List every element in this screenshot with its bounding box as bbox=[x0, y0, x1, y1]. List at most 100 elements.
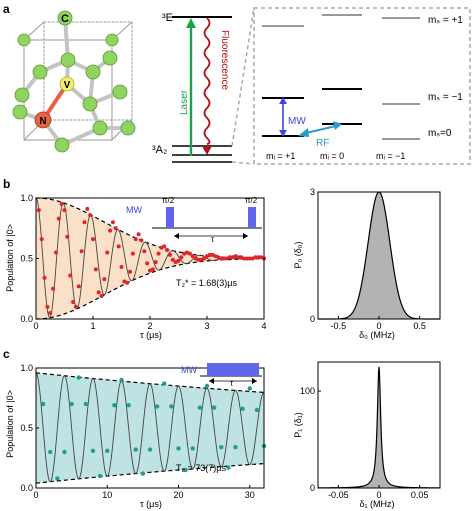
chart-c-right-xlabel: δ₁ (MHz) bbox=[359, 499, 394, 509]
x-tick-label: 0 bbox=[376, 321, 381, 331]
tau-arrowhead-right bbox=[243, 233, 248, 239]
data-point bbox=[247, 386, 252, 391]
data-point bbox=[97, 473, 103, 479]
envelope-lower bbox=[35, 463, 265, 484]
data-point bbox=[165, 248, 170, 253]
data-point bbox=[207, 252, 212, 257]
data-point bbox=[153, 260, 158, 265]
x-tick-label: 20 bbox=[173, 490, 183, 500]
data-point bbox=[170, 257, 175, 262]
data-point bbox=[253, 255, 258, 260]
chart-b-right-xlabel: δ₀ (MHz) bbox=[359, 330, 395, 340]
ground-state-label: ³A₂ bbox=[152, 144, 167, 156]
data-point bbox=[110, 220, 115, 225]
data-point bbox=[105, 448, 110, 453]
chart-c-xlabel: τ (μs) bbox=[140, 499, 162, 509]
distribution-fill bbox=[318, 192, 440, 319]
y-tick-label: 0 bbox=[310, 314, 315, 324]
chart-b-right-ylabel: P₀ (δ₀) bbox=[293, 242, 303, 269]
pulse-2 bbox=[248, 207, 256, 228]
data-point bbox=[56, 216, 61, 221]
data-point bbox=[176, 446, 181, 451]
data-point bbox=[142, 249, 147, 254]
x-tick-label: 1 bbox=[90, 321, 95, 331]
x-tick-label: 2 bbox=[147, 321, 152, 331]
crystal-structure: C V N bbox=[12, 10, 136, 153]
chart-c-mw-label: MW bbox=[181, 365, 197, 375]
x-tick-label: 4 bbox=[261, 321, 266, 331]
data-point bbox=[48, 449, 53, 455]
data-point bbox=[128, 269, 133, 274]
x-tick-label: 0 bbox=[33, 321, 38, 331]
data-point bbox=[162, 244, 167, 249]
data-point bbox=[62, 208, 67, 213]
vacancy-label: V bbox=[64, 80, 71, 91]
x-tick-label: 0.05 bbox=[411, 490, 429, 500]
data-point bbox=[139, 238, 144, 243]
decay-envelope-fill bbox=[36, 372, 264, 484]
chart-c-right-ylabel: P₁ (δ₁) bbox=[293, 412, 303, 438]
data-point bbox=[71, 300, 76, 305]
carbon-label: C bbox=[61, 13, 69, 25]
tau-arrowhead-left bbox=[209, 378, 214, 384]
y-tick-label: 1.0 bbox=[20, 363, 33, 373]
data-point bbox=[247, 256, 252, 261]
data-point bbox=[116, 244, 121, 249]
data-point bbox=[112, 403, 117, 408]
decay-envelope-fill bbox=[36, 198, 264, 319]
x-tick-label: 0.5 bbox=[413, 321, 426, 331]
data-point bbox=[176, 258, 181, 263]
data-point bbox=[93, 267, 98, 272]
data-point bbox=[179, 255, 184, 260]
x-tick-label: -0.5 bbox=[331, 321, 347, 331]
data-point bbox=[227, 255, 232, 260]
data-point bbox=[167, 252, 172, 257]
cube-edges bbox=[23, 21, 133, 141]
tau-arrowhead-left bbox=[174, 233, 179, 239]
x-tick-label: -0.05 bbox=[328, 490, 349, 500]
data-point bbox=[256, 255, 261, 260]
panel-label-c: c bbox=[3, 347, 10, 361]
data-point bbox=[76, 284, 81, 289]
chart-b-pulse-label-1: π/2 bbox=[162, 196, 175, 205]
chart-b-xlabel: τ (μs) bbox=[140, 330, 162, 340]
data-point bbox=[211, 405, 217, 410]
data-point bbox=[45, 304, 50, 309]
x-tick-label: 0 bbox=[33, 490, 38, 500]
data-point bbox=[133, 447, 138, 452]
x-tick-label: 10 bbox=[102, 490, 112, 500]
y-tick-label: 100 bbox=[300, 386, 315, 396]
mw-label: MW bbox=[288, 116, 306, 127]
data-point bbox=[42, 275, 47, 280]
data-point bbox=[85, 206, 90, 211]
data-point bbox=[68, 273, 73, 278]
tau-arrowhead-right bbox=[252, 378, 257, 384]
data-point bbox=[133, 237, 138, 242]
nitrogen-label: N bbox=[39, 116, 46, 127]
data-point bbox=[130, 251, 135, 256]
data-point bbox=[219, 445, 224, 450]
data-point bbox=[226, 465, 231, 470]
detuning-distribution-c: -0.05 0 0.05 0 100 bbox=[300, 361, 441, 500]
data-point bbox=[156, 251, 161, 256]
ms-plus-one-label: mₛ = +1 bbox=[428, 15, 463, 26]
data-point bbox=[233, 445, 238, 450]
data-point bbox=[254, 407, 260, 413]
y-tick-label: 0.0 bbox=[20, 483, 33, 493]
ms-minus-one-label: mₛ = −1 bbox=[428, 92, 463, 103]
data-point bbox=[242, 256, 247, 261]
chart-c-ylabel: Population of |0> bbox=[5, 390, 15, 458]
data-point bbox=[51, 286, 56, 291]
y-tick-label: 0.5 bbox=[20, 423, 33, 433]
data-point bbox=[190, 446, 195, 451]
data-point bbox=[90, 448, 96, 453]
rf-label: RF bbox=[316, 138, 329, 149]
data-point bbox=[126, 403, 131, 408]
data-point bbox=[76, 375, 81, 380]
data-point bbox=[145, 261, 150, 266]
laser-label: Laser bbox=[179, 89, 190, 115]
ms-zero-label: mₛ=0 bbox=[428, 128, 452, 139]
data-point bbox=[222, 256, 227, 261]
rf-transition-arrow bbox=[305, 125, 337, 134]
